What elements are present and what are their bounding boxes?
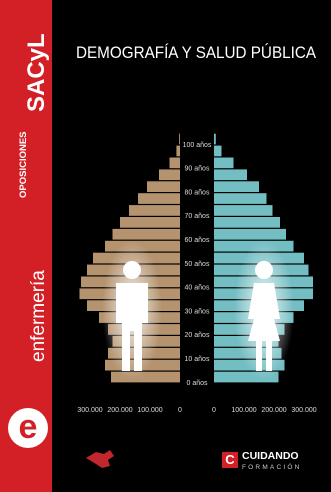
woman-body — [248, 283, 280, 371]
bar — [176, 145, 180, 157]
bar — [179, 133, 180, 145]
y-tick-label: 0 años — [186, 380, 208, 387]
x-tick-label: 200.000 — [107, 407, 132, 414]
woman-head — [255, 261, 273, 279]
bar — [214, 181, 259, 192]
y-tick-label: 10 años — [185, 356, 210, 363]
silhouettes — [102, 240, 294, 380]
man-body — [116, 283, 148, 371]
man-head — [123, 261, 141, 279]
logo-circle — [8, 408, 48, 448]
publisher-logo-letter: C — [225, 452, 235, 467]
y-tick-label: 50 años — [185, 261, 210, 268]
y-tick-label: 80 años — [185, 189, 210, 196]
bar — [112, 228, 180, 240]
title: DEMOGRAFÍA Y SALUD PÚBLICA — [76, 43, 317, 62]
bar — [214, 145, 222, 157]
publisher-logo — [222, 452, 238, 468]
bar — [138, 193, 180, 204]
bar — [120, 217, 180, 228]
y-tick-label: 30 años — [185, 308, 210, 315]
x-tick-label: 200.000 — [261, 407, 286, 414]
x-tick-label: 300.000 — [77, 407, 102, 414]
small-icon — [86, 450, 114, 468]
publisher-sub: FORMACIÓN — [242, 462, 302, 471]
series-label: OPOSICIONES — [18, 131, 29, 198]
y-tick-label: 60 años — [185, 237, 210, 244]
y-tick-label: 20 años — [185, 332, 210, 339]
x-tick-label: 100.000 — [231, 407, 256, 414]
y-tick-label: 90 años — [185, 166, 210, 173]
bar — [169, 157, 180, 169]
bar — [147, 181, 180, 192]
bar — [214, 205, 273, 216]
y-tick-label: 70 años — [185, 213, 210, 220]
bar — [159, 169, 180, 181]
x-tick-label: 100.000 — [137, 407, 162, 414]
y-tick-label: 100 años — [183, 142, 212, 149]
publisher: CUIDANDO — [242, 450, 299, 462]
bar — [214, 228, 286, 240]
bar — [214, 133, 216, 145]
bar — [214, 217, 280, 228]
bar — [214, 169, 247, 181]
bar — [111, 371, 180, 383]
bar — [214, 371, 279, 383]
subject: enfermería — [28, 270, 49, 362]
bar — [214, 157, 234, 169]
brand: SACyL — [23, 33, 50, 112]
bar — [214, 193, 267, 204]
logo-initial: e — [19, 408, 38, 446]
bar — [129, 205, 180, 216]
x-tick-label: 300.000 — [291, 407, 316, 414]
x-tick-label: 0 — [212, 407, 216, 414]
x-tick-label: 0 — [178, 407, 182, 414]
y-tick-label: 40 años — [185, 285, 210, 292]
